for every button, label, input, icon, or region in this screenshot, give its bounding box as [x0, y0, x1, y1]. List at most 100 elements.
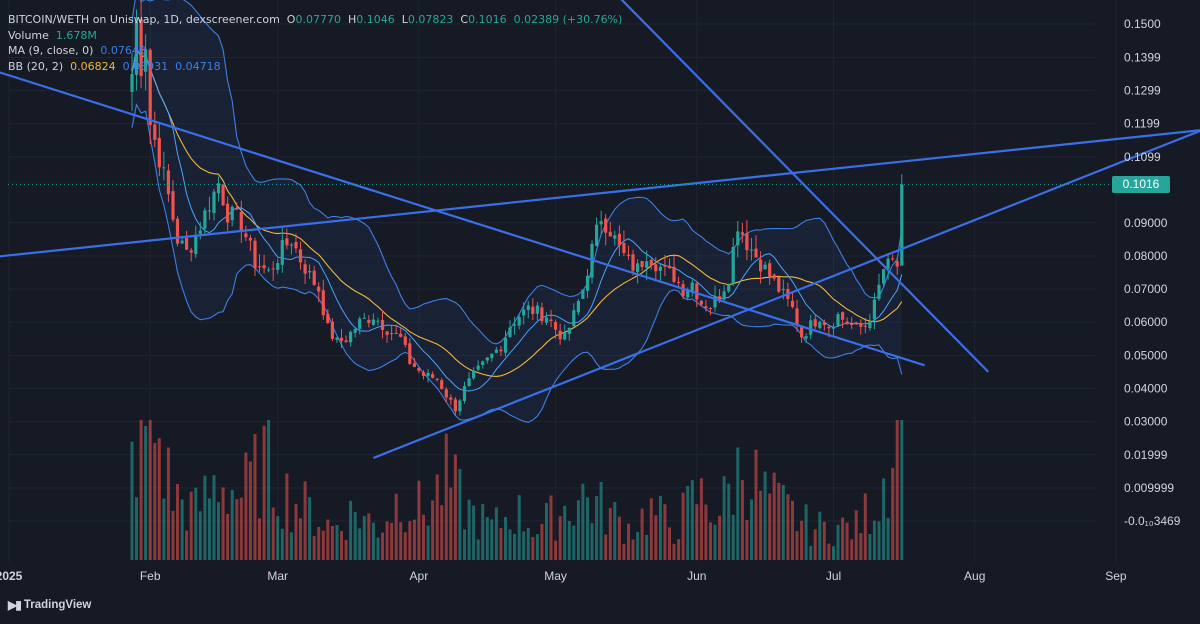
y-tick-label: 0.1199 — [1124, 117, 1160, 131]
candle-body — [513, 324, 517, 326]
volume-bar — [504, 517, 507, 560]
x-axis[interactable]: 2025FebMarAprMayJunJulAugSepOct — [0, 569, 1200, 583]
volume-bar — [617, 516, 621, 560]
volume-bar — [494, 507, 498, 560]
candle-body — [850, 323, 854, 325]
candle-body — [617, 233, 621, 246]
volume-bar — [371, 522, 375, 560]
volume-bar — [627, 523, 630, 560]
volume-bar — [572, 525, 576, 560]
volume-bar — [535, 534, 539, 560]
volume-bar — [822, 521, 826, 560]
volume-bar — [704, 504, 708, 560]
volume-bar — [554, 540, 558, 560]
tradingview-mark-icon: ▶▮ — [8, 598, 22, 612]
volume-bar — [157, 438, 161, 560]
candle-body — [166, 170, 170, 195]
candle-body — [622, 243, 626, 253]
candle-body — [499, 349, 503, 352]
candle-body — [599, 221, 603, 225]
candle-body — [476, 365, 480, 370]
candle-body — [440, 380, 444, 389]
candle-body — [567, 327, 571, 334]
volume-bar — [709, 522, 712, 560]
bollinger-bands — [131, 0, 903, 423]
volume-bar — [713, 524, 717, 560]
volume-bar — [294, 503, 298, 560]
candle-body — [727, 284, 731, 292]
volume-bar — [376, 537, 380, 560]
volume-bar — [786, 494, 790, 560]
volume-bar — [385, 521, 389, 560]
legend-open-label: O — [286, 13, 296, 26]
trendline — [372, 129, 1200, 460]
candle-body — [522, 309, 526, 316]
volume-bar — [412, 519, 416, 560]
candle-body — [481, 361, 485, 365]
candle-body — [462, 386, 467, 401]
legend-change: 0.02389 (+30.76%) — [513, 13, 623, 26]
volume-bar — [809, 545, 813, 560]
candle-body — [863, 325, 867, 327]
y-axis[interactable]: 0.1500 0.1399 0.1299 0.1199 0.1099 0.09000 0.0… — [1124, 17, 1181, 528]
candle-body — [312, 270, 316, 285]
candle-body — [649, 260, 653, 266]
x-tick-label: Apr — [410, 569, 429, 583]
volume-bar — [750, 499, 753, 560]
legend-ma-row: MA (9, close, 0) 0.07648 — [8, 43, 622, 59]
volume-bar — [586, 497, 589, 560]
candle-body — [385, 331, 389, 335]
trendlines[interactable] — [0, 0, 1200, 460]
volume-bar — [526, 528, 530, 560]
volume-bar — [549, 495, 553, 560]
volume-bar — [581, 483, 585, 560]
candle-body — [563, 332, 567, 340]
candle-body — [859, 323, 863, 327]
candle-body — [645, 261, 649, 268]
volume-bar — [253, 434, 257, 560]
candle-body — [226, 203, 230, 223]
volume-bar — [435, 474, 439, 560]
candle-body — [271, 268, 275, 270]
volume-bar — [239, 497, 243, 560]
candle-body — [144, 49, 148, 72]
volume-bar — [467, 499, 471, 560]
candle-body — [453, 399, 457, 412]
volume-bar — [558, 516, 562, 560]
candle-body — [276, 263, 280, 270]
bb-lower-line — [131, 103, 903, 423]
volume-bar — [508, 529, 512, 560]
volume-bar — [485, 517, 489, 560]
candle-body — [303, 264, 307, 274]
candle-body — [289, 244, 293, 246]
volume-bar — [859, 533, 863, 560]
candle-body — [677, 282, 681, 283]
volume-bar — [362, 515, 366, 560]
volume-bar — [740, 480, 744, 560]
candle-body — [139, 19, 143, 77]
volume-bar — [531, 537, 535, 560]
volume-bar — [203, 475, 207, 560]
candle-body — [431, 374, 435, 378]
candle-body — [626, 254, 631, 256]
candle-body — [467, 378, 471, 387]
candle-body — [763, 264, 767, 270]
candle-body — [335, 337, 339, 340]
volume-bar — [381, 532, 384, 560]
volume-bar — [171, 510, 175, 560]
volume-bar — [672, 543, 676, 560]
volume-bar — [444, 433, 448, 560]
tradingview-logo[interactable]: ▶▮ TradingView — [8, 598, 91, 612]
candle-body — [822, 322, 826, 325]
candle-body — [854, 323, 858, 325]
volume-bar — [800, 520, 804, 560]
volume-bar — [472, 505, 476, 560]
candle-body — [485, 357, 489, 361]
candle-body — [221, 184, 225, 206]
volume-bar — [358, 528, 362, 560]
volume-bar — [699, 478, 703, 560]
bb-upper-line — [131, 0, 903, 345]
volume-bar — [631, 539, 635, 560]
